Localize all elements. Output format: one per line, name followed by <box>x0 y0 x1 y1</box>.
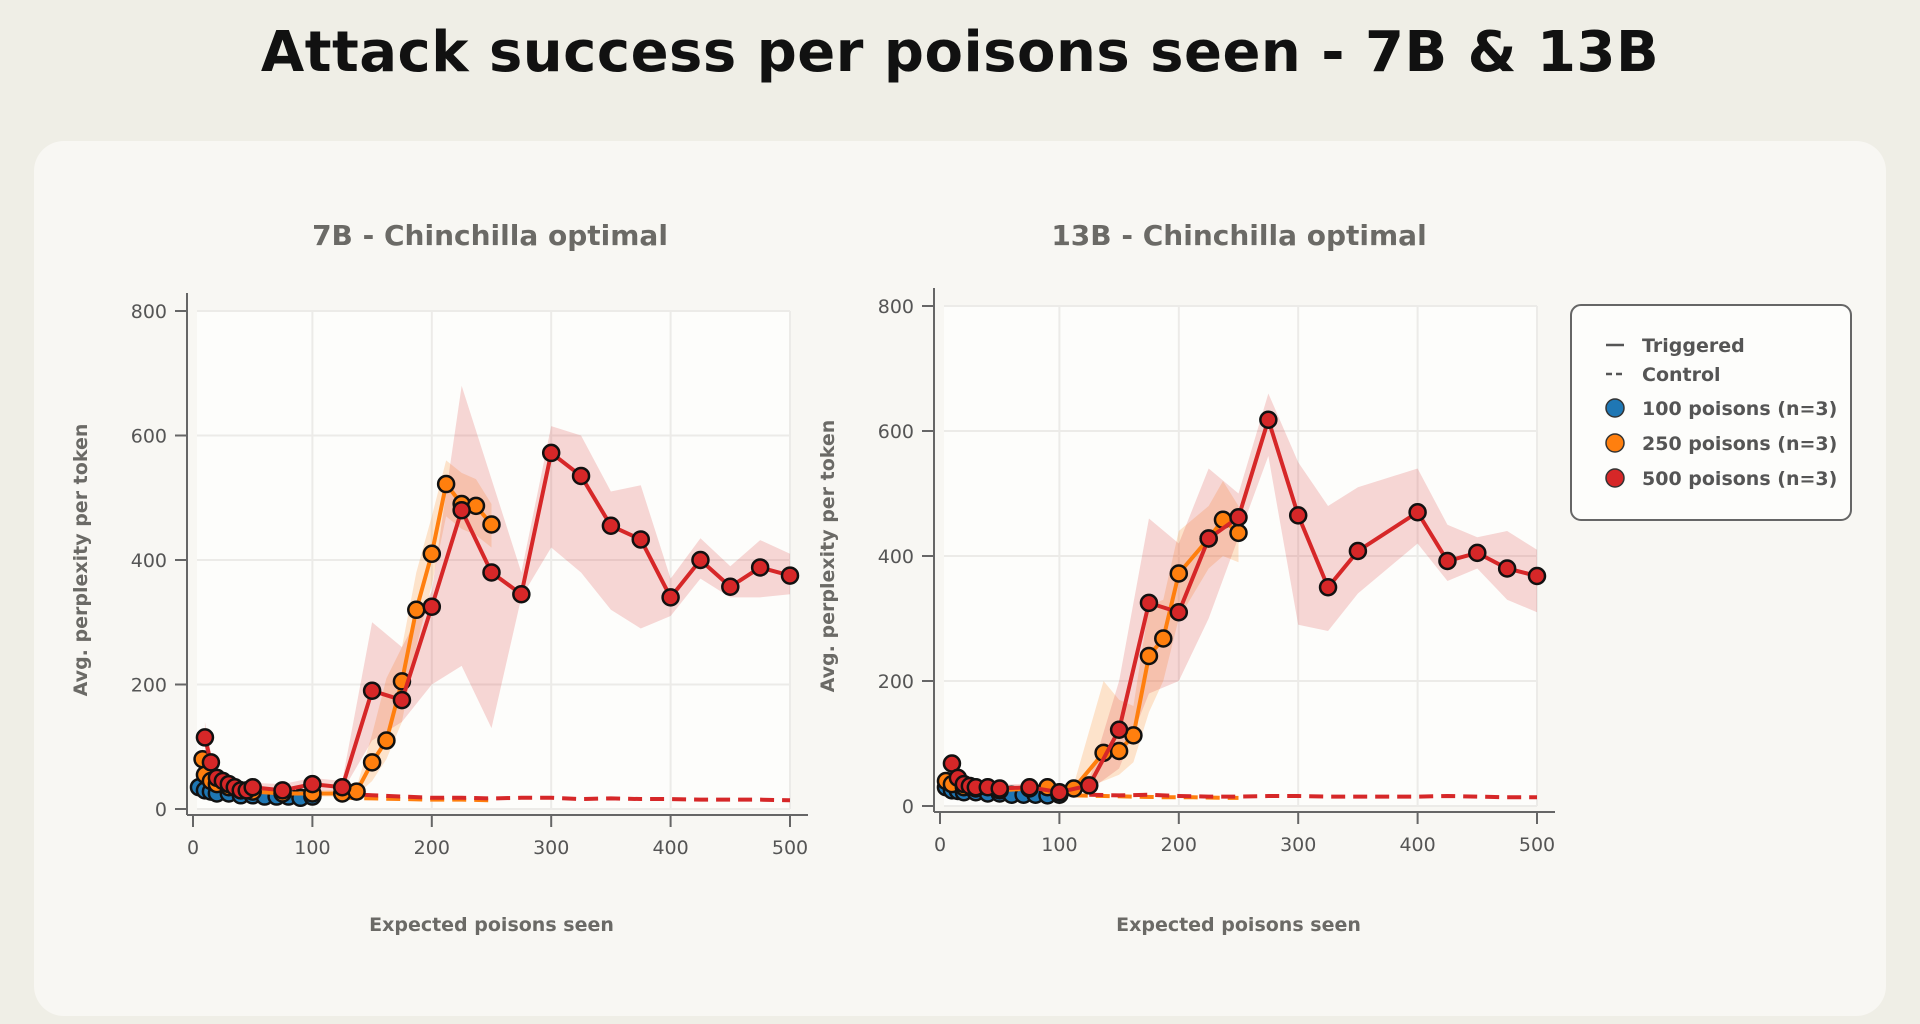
plot-title: 13B - Chinchilla optimal <box>1051 219 1426 252</box>
data-point-500 <box>333 777 352 797</box>
data-point-250 <box>422 544 442 564</box>
band-500 <box>204 385 790 794</box>
x-tick-label: 200 <box>414 837 450 859</box>
legend-triggered: Triggered <box>1642 335 1745 357</box>
x-tick-label: 300 <box>533 837 569 859</box>
y-axis-label: Avg. perplexity per token <box>70 424 92 697</box>
data-point-500 <box>1229 508 1248 527</box>
legend-control: Control <box>1642 364 1721 386</box>
data-point-500 <box>1527 566 1547 586</box>
main-title: Attack success per poisons seen - 7B & 1… <box>260 20 1660 85</box>
x-tick-label: 200 <box>1161 834 1197 856</box>
y-tick-label: 0 <box>155 799 167 821</box>
data-point-500 <box>195 728 215 747</box>
data-point-500 <box>571 466 591 486</box>
legend-entry-250: 250 poisons (n=3) <box>1642 433 1837 455</box>
legend: Triggered Control 100 poisons (n=3) 250 poi… <box>1570 304 1852 521</box>
data-point-500 <box>1288 506 1308 525</box>
data-point-500 <box>1109 720 1129 739</box>
data-point-250 <box>377 731 396 750</box>
x-tick-label: 0 <box>934 834 946 856</box>
data-point-500 <box>303 774 322 794</box>
band-500 <box>951 393 1537 795</box>
data-point-500 <box>1080 776 1099 795</box>
data-point-500 <box>601 516 621 536</box>
data-point-500 <box>273 781 292 800</box>
data-point-500 <box>990 779 1009 798</box>
data-point-500 <box>1020 778 1039 797</box>
legend-marker-250 <box>1605 433 1625 453</box>
plot-1: 13B - Chinchilla optimal 0 200 400 600 800 0 10… <box>817 219 1555 936</box>
data-point-500 <box>1259 410 1278 429</box>
data-point-500 <box>482 563 501 582</box>
data-point-500 <box>780 566 800 585</box>
band-250 <box>202 460 492 797</box>
data-point-500 <box>392 690 412 710</box>
y-tick-label: 200 <box>131 675 167 697</box>
data-point-500 <box>541 443 561 463</box>
x-tick-label: 500 <box>772 837 808 859</box>
data-point-250 <box>1169 564 1189 583</box>
data-point-250 <box>362 753 382 772</box>
x-tick-label: 400 <box>1399 834 1435 856</box>
data-point-500 <box>1438 551 1457 571</box>
band-250 <box>945 481 1239 794</box>
data-point-500 <box>201 753 221 772</box>
data-point-500 <box>243 777 262 797</box>
data-point-500 <box>362 681 382 700</box>
y-tick-label: 400 <box>878 546 914 568</box>
data-point-500 <box>1139 593 1159 613</box>
control-line-500 <box>342 791 791 803</box>
plot-0: 7B - Chinchilla optimal 0 200 400 600 800 0 100… <box>70 219 808 936</box>
control-line-250 <box>342 795 492 803</box>
data-point-500 <box>512 584 531 604</box>
x-tick-label: 400 <box>652 837 688 859</box>
y-tick-label: 800 <box>131 301 167 323</box>
x-tick-label: 100 <box>1041 834 1077 856</box>
data-point-500 <box>422 597 442 616</box>
data-point-250 <box>482 515 501 534</box>
data-point-500 <box>691 550 710 570</box>
plot-title: 7B - Chinchilla optimal <box>312 219 668 252</box>
y-tick-label: 800 <box>878 296 914 318</box>
data-point-500 <box>721 577 740 597</box>
data-point-500 <box>1169 603 1189 622</box>
data-point-250 <box>1139 646 1159 666</box>
y-axis-label: Avg. perplexity per token <box>817 420 839 693</box>
data-point-250 <box>407 600 426 620</box>
data-point-500 <box>1318 578 1338 597</box>
control-line-500 <box>1089 792 1537 800</box>
data-point-500 <box>661 588 680 607</box>
legend-box <box>1570 304 1852 521</box>
y-tick-label: 600 <box>131 426 167 448</box>
legend-entry-500: 500 poisons (n=3) <box>1642 468 1837 490</box>
x-tick-label: 0 <box>187 837 199 859</box>
y-tick-label: 400 <box>131 550 167 572</box>
data-point-500 <box>452 500 471 520</box>
data-point-500 <box>1050 783 1069 802</box>
data-point-250 <box>1109 741 1129 761</box>
x-tick-label: 100 <box>294 837 330 859</box>
data-point-500 <box>750 558 770 577</box>
data-point-500 <box>1348 541 1368 561</box>
x-tick-label: 300 <box>1280 834 1316 856</box>
data-point-500 <box>1497 559 1517 578</box>
data-point-500 <box>1199 529 1218 548</box>
data-point-500 <box>1408 503 1427 522</box>
legend-marker-100 <box>1605 398 1625 418</box>
legend-marker-500 <box>1605 468 1625 488</box>
legend-entry-100: 100 poisons (n=3) <box>1642 398 1837 420</box>
x-axis-label: Expected poisons seen <box>1116 914 1361 936</box>
x-axis-label: Expected poisons seen <box>369 914 614 936</box>
y-tick-label: 600 <box>878 421 914 443</box>
data-point-500 <box>1468 543 1487 563</box>
data-point-250 <box>1229 523 1248 543</box>
data-point-250 <box>436 474 456 494</box>
data-point-250 <box>1154 629 1173 648</box>
data-point-500 <box>631 530 650 549</box>
y-tick-label: 0 <box>902 796 914 818</box>
x-tick-label: 500 <box>1519 834 1555 856</box>
y-tick-label: 200 <box>878 671 914 693</box>
